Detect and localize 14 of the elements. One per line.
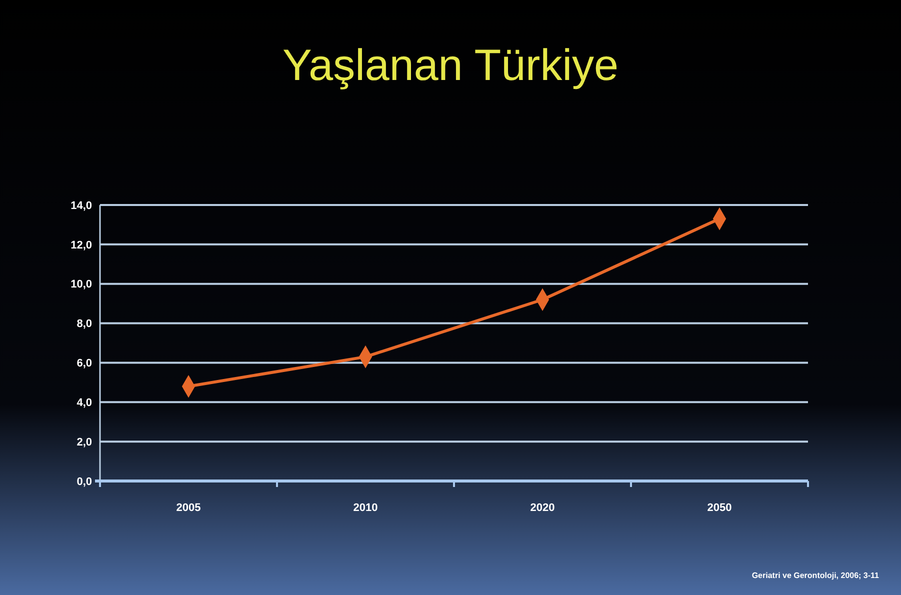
x-tick-label: 2005	[176, 502, 201, 514]
y-tick-label: 4,0	[76, 396, 92, 409]
y-tick-label: 2,0	[76, 436, 92, 448]
y-tick-label: 0,0	[76, 476, 92, 488]
x-tick-label: 2020	[530, 502, 555, 514]
x-tick-label: 2050	[707, 502, 732, 514]
y-tick-label: 8,0	[76, 318, 92, 330]
text: Geriatri ve Gerontoloji, 2006; 3-11	[752, 571, 880, 580]
y-tick-label: 10,0	[70, 278, 92, 291]
x-tick-label: 2010	[353, 502, 378, 514]
chart-title: Yaşlanan Türkiye	[282, 41, 618, 90]
y-tick-label: 6,0	[76, 358, 92, 370]
y-tick-label: 14,0	[70, 200, 92, 212]
y-tick-label: 12,0	[70, 239, 92, 252]
